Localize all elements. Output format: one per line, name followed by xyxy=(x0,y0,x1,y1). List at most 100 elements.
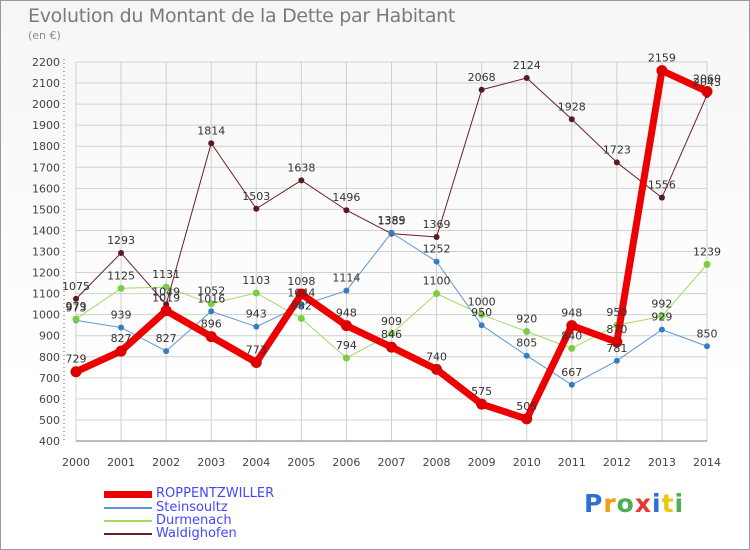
data-label: 1131 xyxy=(152,268,180,281)
data-label: 505 xyxy=(516,400,537,413)
data-point xyxy=(208,308,215,315)
x-tick-label: 2003 xyxy=(197,456,225,469)
data-point xyxy=(386,341,397,353)
data-label: 1019 xyxy=(152,292,180,305)
data-point xyxy=(476,398,488,410)
data-point xyxy=(478,86,485,93)
data-label: 1075 xyxy=(62,280,90,293)
x-tick-label: 2012 xyxy=(603,456,631,469)
y-tick-label: 1400 xyxy=(32,224,60,237)
grid xyxy=(75,61,708,442)
data-label: 1114 xyxy=(332,272,360,285)
data-point xyxy=(388,229,395,236)
data-label: 850 xyxy=(697,327,718,340)
proxiti-logo: Proxiti xyxy=(584,489,684,518)
data-point xyxy=(160,305,172,317)
data-point xyxy=(73,295,79,302)
data-label: 950 xyxy=(471,306,492,319)
data-label: 973 xyxy=(66,301,87,314)
x-tick-label: 2014 xyxy=(693,456,721,469)
data-label: 992 xyxy=(651,297,672,310)
data-label: 2159 xyxy=(648,52,676,65)
data-point xyxy=(340,320,352,332)
y-tick-label: 1000 xyxy=(32,309,60,322)
data-point xyxy=(478,311,486,319)
y-tick-label: 500 xyxy=(39,414,60,427)
y-tick-label: 400 xyxy=(39,435,60,448)
data-label: 1814 xyxy=(197,124,225,137)
x-tick-label: 2007 xyxy=(378,456,406,469)
data-label: 2068 xyxy=(468,71,496,84)
data-label: 827 xyxy=(156,332,177,345)
chart-title: Evolution du Montant de la Dette par Hab… xyxy=(28,5,456,27)
data-label: 979 xyxy=(66,300,87,313)
logo-letter: i xyxy=(674,489,685,518)
data-label: 1100 xyxy=(423,275,451,288)
logo-letter: t xyxy=(661,489,675,518)
x-tick-label: 2001 xyxy=(107,456,135,469)
data-label: 773 xyxy=(246,343,267,356)
y-tick-label: 1600 xyxy=(32,182,60,195)
data-label: 948 xyxy=(561,307,582,320)
legend-label: ROPPENTZWILLER xyxy=(156,486,275,501)
y-tick-label: 2100 xyxy=(32,77,60,90)
unit-label: (en €) xyxy=(28,29,61,42)
legend-swatch xyxy=(104,507,152,509)
data-label: 2124 xyxy=(513,59,541,72)
data-point xyxy=(704,343,710,350)
data-point xyxy=(343,287,350,294)
series-group xyxy=(70,65,713,425)
x-tick-label: 2010 xyxy=(513,456,541,469)
data-label: 1389 xyxy=(378,214,406,227)
data-label: 1052 xyxy=(197,285,225,298)
data-point xyxy=(523,75,530,82)
logo-letter: i xyxy=(652,489,662,518)
x-tick-label: 2000 xyxy=(62,456,90,469)
data-label: 948 xyxy=(336,307,357,320)
data-label: 1016 xyxy=(197,292,225,305)
data-point xyxy=(118,249,125,256)
data-point xyxy=(207,300,215,308)
legend-label: Steinsoultz xyxy=(156,500,228,515)
x-tick-label: 2002 xyxy=(152,456,180,469)
data-point xyxy=(208,140,215,147)
data-point xyxy=(431,363,443,375)
data-label: 920 xyxy=(516,313,537,326)
data-label: 1928 xyxy=(558,100,586,113)
y-tick-label: 2200 xyxy=(32,56,60,69)
data-label: 840 xyxy=(561,329,582,342)
y-tick-label: 1900 xyxy=(32,119,60,132)
data-label: 982 xyxy=(291,299,312,312)
logo-letter: P xyxy=(584,489,604,518)
y-tick-label: 1700 xyxy=(32,161,60,174)
data-point xyxy=(701,85,713,97)
data-point xyxy=(250,356,262,368)
data-label: 1044 xyxy=(287,286,315,299)
data-point xyxy=(658,312,666,320)
data-point xyxy=(252,289,260,297)
data-point xyxy=(433,258,440,265)
data-label: 1000 xyxy=(468,296,496,309)
data-labels: 1075 1293 1049 1814 1503 1638 1496 1385 1369 2068… xyxy=(62,52,721,413)
x-tick-label: 2006 xyxy=(332,456,360,469)
data-label: 1252 xyxy=(423,243,451,256)
data-point xyxy=(388,330,395,338)
data-point xyxy=(72,315,80,323)
data-point xyxy=(568,344,576,352)
data-point xyxy=(703,260,711,268)
data-label: 1103 xyxy=(242,274,270,287)
y-tick-label: 700 xyxy=(39,372,60,385)
data-label: 729 xyxy=(66,353,87,366)
data-point xyxy=(523,352,530,359)
data-label: 950 xyxy=(606,306,627,319)
x-tick-label: 2005 xyxy=(287,456,315,469)
data-label: 2060 xyxy=(693,72,721,85)
logo-letter: r xyxy=(603,489,617,518)
legend-swatch xyxy=(104,533,152,535)
x-tick-label: 2011 xyxy=(558,456,586,469)
data-label: 1723 xyxy=(603,143,631,156)
data-point xyxy=(297,314,305,322)
data-label: 1239 xyxy=(693,245,721,258)
data-label: 1556 xyxy=(648,179,676,192)
data-point xyxy=(342,354,350,362)
